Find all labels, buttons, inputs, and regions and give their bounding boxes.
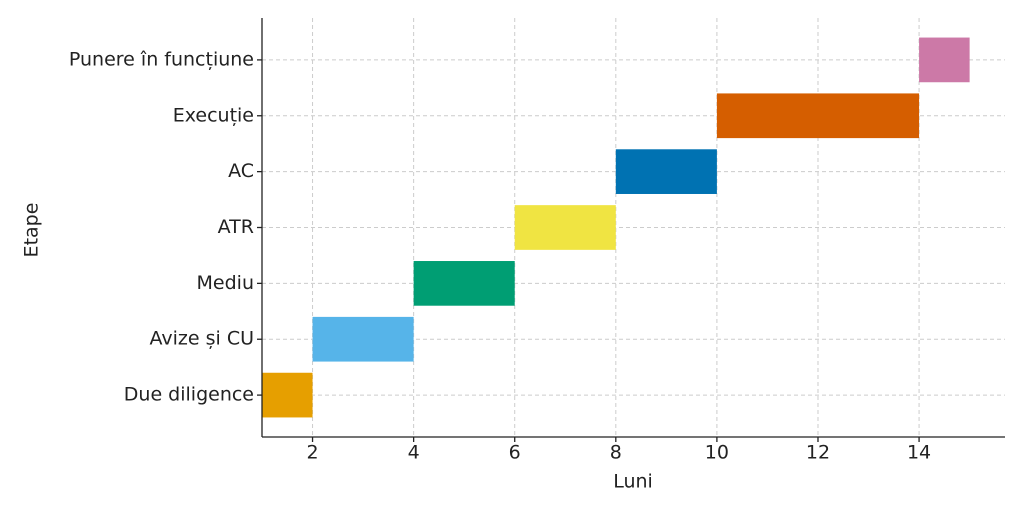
- x-tick-label: 12: [806, 442, 830, 464]
- bar: [262, 372, 313, 418]
- bar: [514, 205, 616, 250]
- bar: [615, 149, 717, 194]
- x-tick-label: 8: [610, 442, 622, 464]
- x-tick-label: 10: [705, 442, 729, 464]
- y-tick-label: ATR: [218, 216, 254, 238]
- y-tick-label: Execuție: [173, 104, 254, 126]
- x-tick-label: 4: [408, 442, 420, 464]
- y-axis-label: Etape: [21, 203, 43, 258]
- x-axis-label: Luni: [613, 471, 653, 493]
- x-tick-label: 2: [306, 442, 318, 464]
- y-tick-label: Mediu: [197, 272, 254, 294]
- y-tick-label: Avize și CU: [150, 328, 255, 350]
- bar: [312, 316, 414, 362]
- y-tick-label: Due diligence: [124, 384, 254, 406]
- x-tick-label: 6: [509, 442, 521, 464]
- y-tick-label: Punere în funcțiune: [69, 48, 254, 70]
- bar: [919, 37, 970, 83]
- bar: [413, 261, 515, 306]
- y-tick-label: AC: [228, 160, 254, 182]
- x-tick-label: 14: [907, 442, 931, 464]
- bar: [716, 93, 920, 139]
